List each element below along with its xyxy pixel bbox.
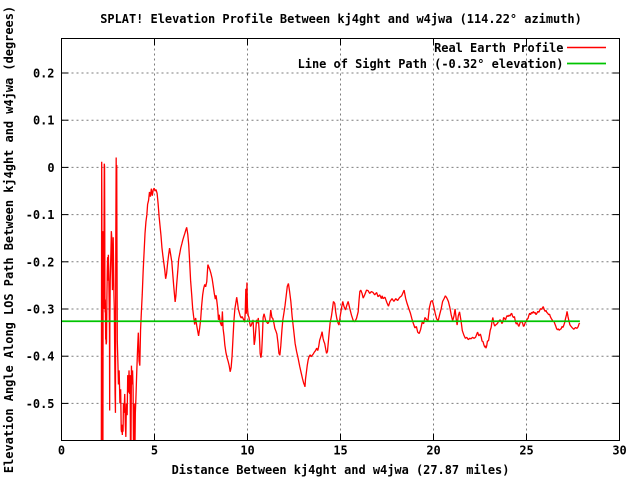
legend: Real Earth Profile Line of Sight Path (-…: [298, 41, 606, 71]
y-tick-label: 0.2: [33, 67, 55, 81]
grid-lines: [61, 38, 620, 441]
legend-label-line-of-sight: Line of Sight Path (-0.32° elevation): [298, 57, 564, 71]
y-tick-label: -0.4: [26, 350, 55, 364]
y-tick-label: 0: [47, 161, 54, 175]
x-tick-label: 15: [333, 444, 347, 458]
chart-title: SPLAT! Elevation Profile Between kj4ght …: [100, 12, 582, 26]
plot-border: [61, 38, 620, 441]
x-tick-label: 0: [58, 444, 65, 458]
legend-label-real-earth-profile: Real Earth Profile: [434, 41, 563, 55]
x-tick-label: 30: [612, 444, 626, 458]
tick-labels: 0 5 10 15 20 25 30 0.2 0.1 0 -0.1 -0.2 -0.3 -0.4 -0.5: [26, 67, 627, 458]
x-tick-label: 25: [519, 444, 533, 458]
x-axis-label: Distance Between kj4ght and w4jwa (27.87…: [172, 463, 510, 477]
x-tick-label: 20: [426, 444, 440, 458]
y-tick-label: -0.1: [26, 208, 55, 222]
y-tick-label: 0.1: [33, 114, 55, 128]
y-tick-label: -0.2: [26, 255, 55, 269]
real-earth-profile-line: [100, 157, 581, 441]
y-tick-label: -0.5: [26, 397, 55, 411]
y-tick-label: -0.3: [26, 303, 55, 317]
x-tick-label: 10: [240, 444, 254, 458]
series-lines: [61, 157, 581, 441]
x-tick-label: 5: [151, 444, 158, 458]
y-axis-label: Elevation Angle Along LOS Path Between k…: [2, 6, 16, 473]
